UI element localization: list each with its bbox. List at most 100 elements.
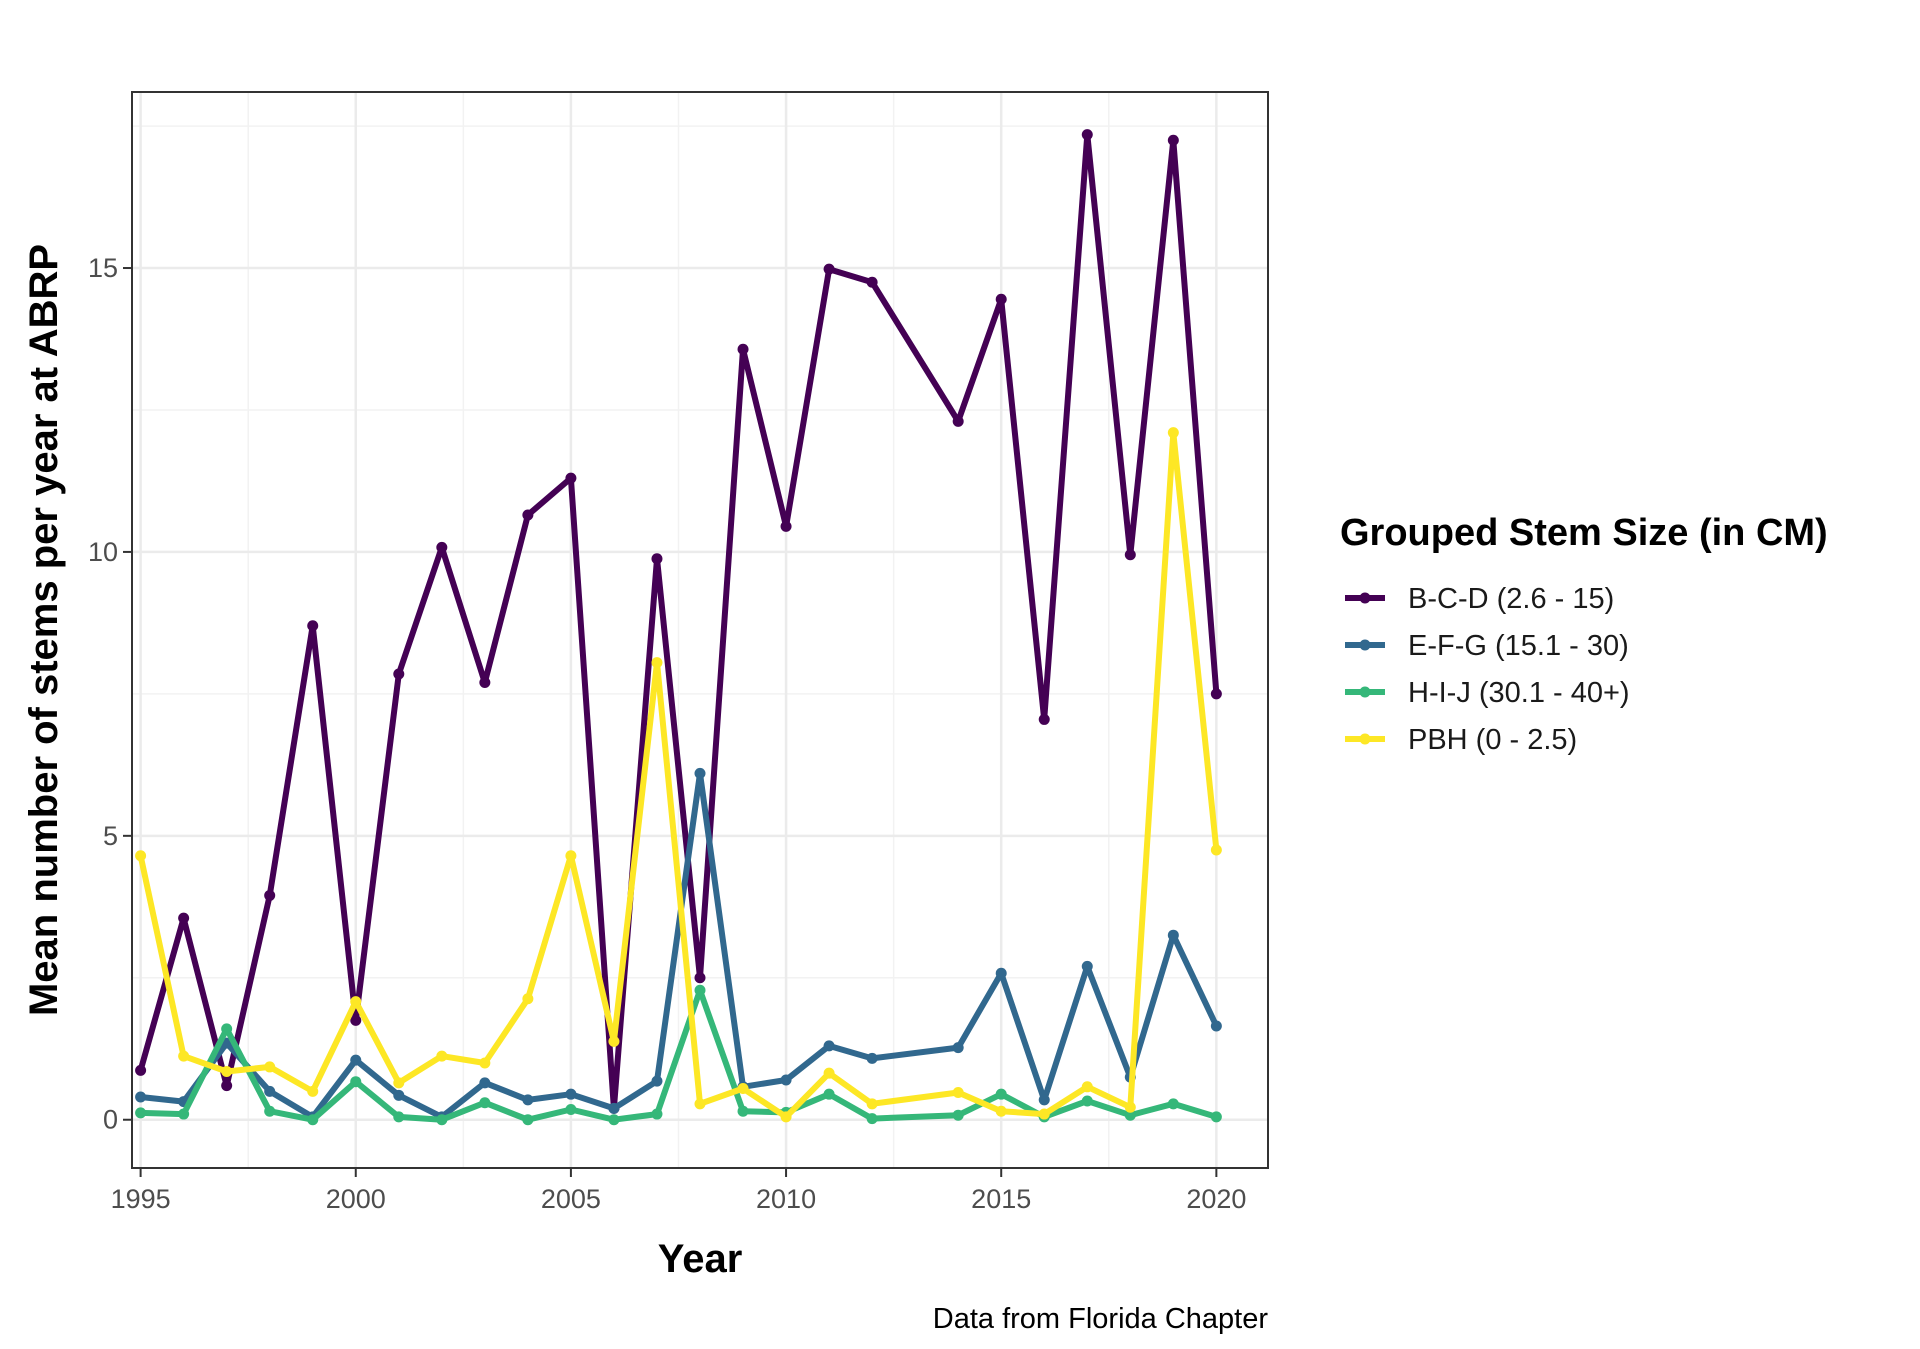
legend-label: E-F-G (15.1 - 30) — [1408, 630, 1629, 662]
legend-label: B-C-D (2.6 - 15) — [1408, 583, 1614, 615]
y-tick-label: 0 — [103, 1105, 118, 1135]
x-tick-label: 2020 — [1186, 1184, 1246, 1214]
legend-item: B-C-D (2.6 - 15) — [1345, 583, 1614, 615]
legend-item: H-I-J (30.1 - 40+) — [1345, 677, 1630, 709]
data-point — [823, 1067, 835, 1079]
data-point — [393, 1111, 405, 1123]
data-point — [866, 1052, 878, 1064]
data-point — [780, 520, 792, 532]
data-point — [995, 1088, 1007, 1100]
data-point — [1210, 1020, 1222, 1032]
data-point — [866, 1098, 878, 1110]
data-point — [823, 263, 835, 275]
data-point — [436, 541, 448, 553]
data-point — [436, 1050, 448, 1062]
legend-item: E-F-G (15.1 - 30) — [1345, 630, 1629, 662]
x-tick-label: 2010 — [756, 1184, 816, 1214]
y-tick-label: 15 — [88, 253, 118, 283]
data-point — [307, 1085, 319, 1097]
data-point — [866, 1113, 878, 1125]
data-point — [565, 472, 577, 484]
data-point — [1081, 1081, 1093, 1093]
data-point — [479, 1057, 491, 1069]
data-point — [1167, 134, 1179, 146]
x-tick-label: 2015 — [971, 1184, 1031, 1214]
y-tick-label: 5 — [103, 821, 118, 851]
data-point — [1081, 960, 1093, 972]
legend-label: PBH (0 - 2.5) — [1408, 724, 1577, 756]
data-point — [393, 1077, 405, 1089]
data-point — [952, 1086, 964, 1098]
data-point — [952, 1042, 964, 1054]
data-point — [393, 668, 405, 680]
caption: Data from Florida Chapter — [933, 1303, 1269, 1335]
data-point — [952, 1109, 964, 1121]
data-point — [350, 1014, 362, 1026]
data-point — [651, 1108, 663, 1120]
data-point — [307, 1114, 319, 1126]
legend-item: PBH (0 - 2.5) — [1345, 724, 1577, 756]
data-point — [1167, 929, 1179, 941]
data-point — [1167, 427, 1179, 439]
data-point — [995, 967, 1007, 979]
data-point — [780, 1111, 792, 1123]
data-point — [350, 996, 362, 1008]
data-point — [565, 1104, 577, 1116]
data-point — [1210, 844, 1222, 856]
data-point — [1081, 129, 1093, 141]
data-point — [651, 657, 663, 669]
data-point — [737, 1083, 749, 1095]
data-point — [393, 1089, 405, 1101]
data-point — [350, 1054, 362, 1066]
x-tick-label: 1995 — [111, 1184, 171, 1214]
legend-key-point — [1359, 639, 1371, 651]
data-point — [221, 1023, 233, 1035]
data-point — [221, 1080, 233, 1092]
x-tick-label: 2005 — [541, 1184, 601, 1214]
data-point — [264, 889, 276, 901]
data-point — [608, 1102, 620, 1114]
data-point — [135, 1107, 147, 1119]
data-point — [1038, 1094, 1050, 1106]
legend-key-point — [1359, 733, 1371, 745]
data-point — [178, 1050, 190, 1062]
data-point — [1124, 549, 1136, 561]
legend-key-point — [1359, 686, 1371, 698]
data-point — [135, 1091, 147, 1103]
data-point — [694, 984, 706, 996]
data-point — [178, 912, 190, 924]
data-point — [1210, 688, 1222, 700]
axes: 1995 2000 2005 2010 2015 2020 0 5 10 15 — [88, 253, 1246, 1214]
data-point — [737, 343, 749, 355]
data-point — [823, 1040, 835, 1052]
data-point — [1210, 1111, 1222, 1123]
data-point — [823, 1088, 835, 1100]
data-point — [952, 415, 964, 427]
data-point — [608, 1035, 620, 1047]
data-point — [995, 293, 1007, 305]
data-point — [1038, 1108, 1050, 1120]
data-point — [694, 972, 706, 984]
data-point — [1167, 1098, 1179, 1110]
data-point — [522, 993, 534, 1005]
legend-label: H-I-J (30.1 - 40+) — [1408, 677, 1630, 709]
data-point — [1124, 1109, 1136, 1121]
data-point — [479, 1077, 491, 1089]
data-point — [264, 1085, 276, 1097]
data-point — [522, 509, 534, 521]
x-axis-title: Year — [658, 1237, 743, 1281]
grid-lines — [132, 92, 1268, 1168]
data-point — [565, 1088, 577, 1100]
y-axis-title: Mean number of stems per year at ABRP — [22, 244, 66, 1016]
data-point — [651, 553, 663, 565]
data-point — [995, 1105, 1007, 1117]
data-point — [651, 1075, 663, 1087]
legend-key-point — [1359, 592, 1371, 604]
data-point — [522, 1094, 534, 1106]
data-point — [479, 1097, 491, 1109]
x-tick-label: 2000 — [326, 1184, 386, 1214]
data-point — [135, 850, 147, 862]
y-tick-label: 10 — [88, 537, 118, 567]
data-point — [135, 1064, 147, 1076]
